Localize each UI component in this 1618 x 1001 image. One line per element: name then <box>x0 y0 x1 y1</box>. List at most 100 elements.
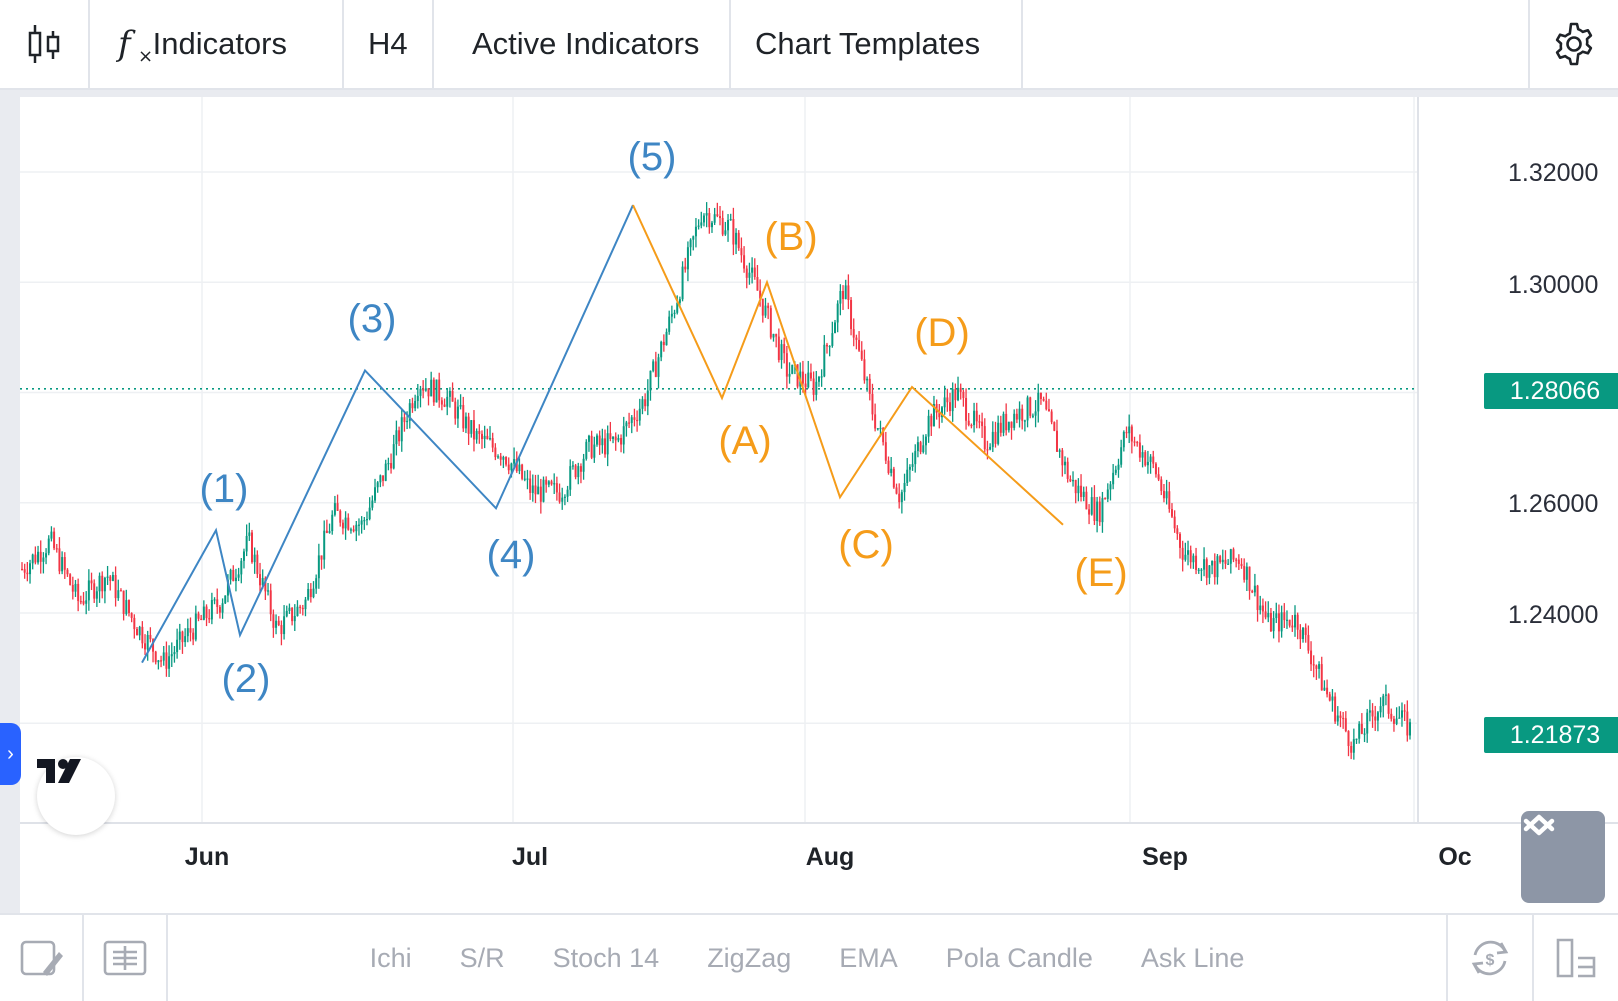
tab-zigzag[interactable]: ZigZag <box>707 942 792 973</box>
candle-body <box>1085 491 1088 510</box>
sidebar-expand-tab[interactable]: › <box>0 723 21 785</box>
candle-body <box>1304 627 1307 635</box>
indicators-label: Indicators <box>152 26 287 61</box>
candle-body <box>983 426 986 450</box>
price-chart[interactable] <box>20 97 1618 913</box>
candle-body <box>713 214 716 223</box>
candle-body <box>489 438 492 440</box>
auto-scale-button[interactable] <box>1521 811 1605 903</box>
candle-body <box>700 222 703 226</box>
candle-body <box>1328 694 1331 701</box>
candle-body <box>130 613 133 618</box>
template-button[interactable] <box>84 915 168 1001</box>
candle-body <box>360 520 363 525</box>
layout-button[interactable] <box>1534 915 1618 1001</box>
candle-body <box>911 464 914 467</box>
tab-ichi[interactable]: Ichi <box>369 942 412 973</box>
candle-body <box>234 577 237 582</box>
drawing-icon <box>20 940 63 976</box>
candle-body <box>1253 585 1256 593</box>
candle-body <box>1371 710 1374 717</box>
candle-body <box>1248 566 1251 591</box>
candle-body <box>1074 479 1077 494</box>
candle-body <box>1224 559 1227 564</box>
candles <box>21 202 1411 760</box>
candle-body <box>1010 421 1013 428</box>
sync-button[interactable]: $ <box>1448 915 1534 1001</box>
candle-body <box>127 600 130 614</box>
candle-body <box>1288 619 1291 626</box>
candle-body <box>200 618 203 620</box>
candle-body <box>384 463 387 481</box>
candle-body <box>1392 718 1395 724</box>
candle-body <box>721 218 724 235</box>
candle-body <box>210 600 213 620</box>
candle-body <box>547 481 550 485</box>
candle-body <box>1007 421 1010 431</box>
candle-body <box>1117 464 1120 470</box>
candle-body <box>1296 614 1299 630</box>
candle-body <box>152 639 155 652</box>
candle-body <box>197 613 200 619</box>
candle-body <box>783 344 786 354</box>
candle-body <box>494 447 497 458</box>
candle-body <box>1179 533 1182 548</box>
candle-body <box>1368 710 1371 713</box>
candle-body <box>1053 422 1056 431</box>
candle-body <box>1232 549 1235 560</box>
candle-body <box>999 422 1002 433</box>
candle-body <box>29 563 32 575</box>
wave-label-e: (E) <box>1074 551 1128 595</box>
candle-body <box>1146 461 1149 466</box>
candle-body <box>1409 722 1411 736</box>
candle-body <box>31 554 34 564</box>
candle-body <box>633 417 636 420</box>
chart-area[interactable]: 1.32000 1.30000 1.26000 1.24000 1.28066 … <box>20 97 1618 913</box>
tab-ask-line[interactable]: Ask Line <box>1140 942 1245 973</box>
candle-body <box>462 405 465 429</box>
settings-button[interactable] <box>1530 0 1618 88</box>
candle-body <box>245 535 248 552</box>
candle-body <box>555 483 558 493</box>
candle-body <box>61 557 64 572</box>
candle-body <box>95 591 98 599</box>
candle-body <box>764 305 767 316</box>
candle-body <box>1264 611 1267 618</box>
candle-body <box>678 299 681 303</box>
candle-body <box>836 303 839 323</box>
active-indicators-button[interactable]: Active Indicators <box>434 0 731 88</box>
candle-body <box>325 530 328 533</box>
timeframe-button[interactable]: H4 <box>344 0 434 88</box>
candle-body <box>1058 450 1061 452</box>
candle-body <box>1208 565 1211 578</box>
candle-body <box>301 607 304 610</box>
candle-body <box>1064 461 1067 466</box>
candle-body <box>579 466 582 472</box>
candle-body <box>523 478 526 480</box>
chart-templates-button[interactable]: Chart Templates <box>731 0 1023 88</box>
candle-body <box>392 444 395 469</box>
candle-body <box>989 446 992 450</box>
chart-type-button[interactable] <box>0 0 90 88</box>
tab-ema[interactable]: EMA <box>839 942 898 973</box>
candle-body <box>55 548 58 550</box>
candle-body <box>563 496 566 498</box>
candle-body <box>34 554 37 563</box>
candle-body <box>411 403 414 409</box>
candle-body <box>53 531 56 549</box>
candle-body <box>1200 569 1203 571</box>
tab-pola-candle[interactable]: Pola Candle <box>945 942 1093 973</box>
drawing-tools-button[interactable] <box>0 915 84 1001</box>
candle-body <box>780 344 783 360</box>
candle-body <box>1334 696 1337 722</box>
candle-body <box>518 464 521 472</box>
tab-sr[interactable]: S/R <box>459 942 505 973</box>
candle-body <box>604 438 607 455</box>
tradingview-logo[interactable] <box>37 757 115 835</box>
candle-body <box>256 554 259 575</box>
bottom-toolbar: Ichi S/R Stoch 14 ZigZag EMA Pola Candle… <box>0 913 1618 1001</box>
candle-body <box>344 517 347 529</box>
indicators-button[interactable]: f × Indicators <box>90 0 344 88</box>
candle-body <box>1269 612 1272 632</box>
tab-stoch[interactable]: Stoch 14 <box>552 942 660 973</box>
